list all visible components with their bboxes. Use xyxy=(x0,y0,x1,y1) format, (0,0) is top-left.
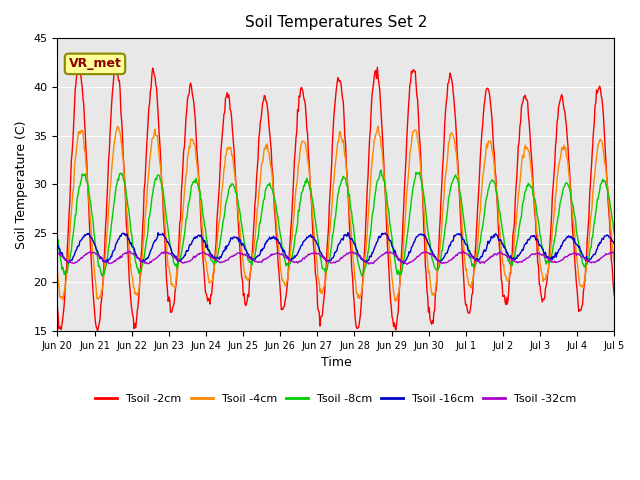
Tsoil -2cm xyxy=(94,328,102,334)
Tsoil -16cm xyxy=(177,257,185,263)
Tsoil -2cm xyxy=(179,162,187,168)
Tsoil -8cm xyxy=(122,184,129,190)
Tsoil -16cm xyxy=(422,233,429,239)
Text: VR_met: VR_met xyxy=(68,58,122,71)
Tsoil -16cm xyxy=(611,241,618,247)
Tsoil -2cm xyxy=(422,263,429,268)
Tsoil -4cm xyxy=(121,177,129,183)
Tsoil -16cm xyxy=(400,261,408,266)
Tsoil -4cm xyxy=(391,298,399,304)
Tsoil -32cm xyxy=(63,258,71,264)
Tsoil -16cm xyxy=(207,251,214,257)
Title: Soil Temperatures Set 2: Soil Temperatures Set 2 xyxy=(244,15,427,30)
Line: Tsoil -2cm: Tsoil -2cm xyxy=(58,61,614,331)
Tsoil -2cm xyxy=(54,304,61,310)
X-axis label: Time: Time xyxy=(321,356,351,369)
Tsoil -16cm xyxy=(54,242,61,248)
Tsoil -2cm xyxy=(122,221,130,227)
Tsoil -8cm xyxy=(54,235,61,241)
Tsoil -4cm xyxy=(63,264,71,270)
Tsoil -2cm xyxy=(611,293,618,299)
Tsoil -4cm xyxy=(611,260,618,266)
Tsoil -8cm xyxy=(405,218,413,224)
Tsoil -4cm xyxy=(374,123,382,129)
Line: Tsoil -8cm: Tsoil -8cm xyxy=(58,170,614,276)
Tsoil -16cm xyxy=(405,249,413,254)
Tsoil -32cm xyxy=(404,260,412,266)
Tsoil -32cm xyxy=(207,254,214,260)
Tsoil -4cm xyxy=(405,162,413,168)
Tsoil -8cm xyxy=(378,168,385,173)
Tsoil -16cm xyxy=(344,230,352,236)
Tsoil -16cm xyxy=(121,231,129,237)
Tsoil -4cm xyxy=(54,269,61,275)
Y-axis label: Soil Temperature (C): Soil Temperature (C) xyxy=(15,120,28,249)
Legend: Tsoil -2cm, Tsoil -4cm, Tsoil -8cm, Tsoil -16cm, Tsoil -32cm: Tsoil -2cm, Tsoil -4cm, Tsoil -8cm, Tsoi… xyxy=(91,389,581,408)
Tsoil -4cm xyxy=(422,230,429,236)
Tsoil -32cm xyxy=(460,248,467,254)
Tsoil -32cm xyxy=(177,259,185,264)
Tsoil -32cm xyxy=(54,251,61,256)
Tsoil -16cm xyxy=(63,258,71,264)
Tsoil -2cm xyxy=(405,96,413,102)
Tsoil -32cm xyxy=(121,251,129,256)
Tsoil -32cm xyxy=(403,262,411,267)
Tsoil -2cm xyxy=(63,242,71,248)
Line: Tsoil -32cm: Tsoil -32cm xyxy=(58,251,614,264)
Tsoil -8cm xyxy=(63,268,71,274)
Tsoil -4cm xyxy=(207,278,214,284)
Tsoil -32cm xyxy=(611,251,618,256)
Tsoil -8cm xyxy=(99,273,106,279)
Tsoil -8cm xyxy=(422,204,429,209)
Tsoil -2cm xyxy=(209,284,216,289)
Tsoil -2cm xyxy=(111,59,119,64)
Tsoil -8cm xyxy=(179,245,186,251)
Line: Tsoil -4cm: Tsoil -4cm xyxy=(58,126,614,301)
Tsoil -32cm xyxy=(420,249,428,255)
Tsoil -4cm xyxy=(177,227,185,232)
Tsoil -8cm xyxy=(611,231,618,237)
Tsoil -8cm xyxy=(208,257,216,263)
Line: Tsoil -16cm: Tsoil -16cm xyxy=(58,233,614,264)
